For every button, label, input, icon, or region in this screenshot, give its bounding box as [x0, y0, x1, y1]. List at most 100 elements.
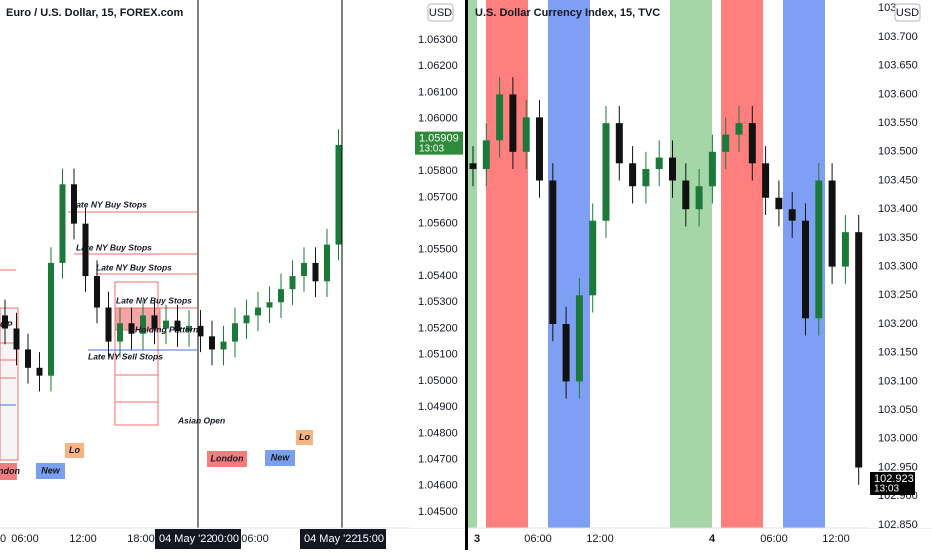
currency-box: [427, 3, 454, 22]
x-tick-label: 06:00: [524, 533, 552, 545]
session-box: [296, 430, 313, 445]
candle-body: [13, 328, 20, 350]
candle-body: [117, 323, 123, 342]
y-tick-label: 1.05100: [418, 349, 458, 361]
band: [486, 0, 528, 528]
y-tick-label: 103.550: [878, 117, 918, 129]
candle-body: [788, 209, 796, 221]
candle-body: [735, 123, 743, 135]
candle-body: [335, 144, 342, 245]
x-tick-label: 06:00: [760, 533, 788, 545]
y-tick-label: 103.150: [878, 347, 918, 359]
candle-body: [186, 325, 192, 332]
candle-body: [629, 163, 637, 187]
x-tick-label: 06:00: [241, 533, 269, 545]
x-tick-label: 12:00: [69, 533, 97, 545]
candle-body: [209, 336, 215, 350]
candle-body: [220, 341, 227, 350]
y-tick-label: 1.05800: [418, 165, 458, 177]
candle-body: [802, 220, 809, 319]
candle-body: [82, 223, 89, 277]
time-tag-date: 04 May '22: [304, 533, 357, 545]
candle-body: [655, 157, 663, 170]
candle-body: [174, 320, 181, 332]
y-tick-label: 1.05600: [418, 218, 458, 230]
candle-body: [301, 262, 307, 277]
candle-body: [722, 134, 730, 152]
y-tick-label: 1.05700: [418, 191, 458, 203]
candle-body: [324, 244, 330, 282]
x-tick-label: 4: [709, 533, 716, 545]
candle-body: [562, 324, 570, 382]
candle-body: [602, 123, 610, 221]
candle-body: [59, 184, 66, 263]
annotation: Holding Pattern: [135, 324, 198, 334]
candle-body: [140, 315, 146, 334]
chart-title: U.S. Dollar Currency Index, 15, TVC: [475, 7, 660, 19]
session-box: [36, 463, 65, 479]
session-label: London: [0, 466, 20, 476]
x-tick-label: 0: [0, 533, 6, 545]
y-tick-label: 103.450: [878, 174, 918, 186]
y-tick-label: 103.350: [878, 232, 918, 244]
candle-body: [36, 367, 43, 376]
candle-body: [695, 186, 703, 210]
candle-body: [94, 276, 100, 308]
session-label: New: [271, 452, 291, 462]
candle-body: [289, 276, 296, 290]
y-tick-label: 103.100: [878, 375, 918, 387]
session-box: [65, 443, 84, 458]
band: [721, 0, 763, 528]
price-tag-time: 13:03: [419, 143, 444, 154]
candle-body: [197, 325, 204, 337]
x-tick-label: 12:00: [822, 533, 850, 545]
y-tick-label: 103.250: [878, 289, 918, 301]
currency: USD: [429, 7, 452, 19]
session-label: New: [41, 465, 61, 475]
session-bands: [467, 0, 825, 528]
y-tick-label: 103.700: [878, 31, 918, 43]
candle-body: [105, 307, 112, 342]
candle-body: [2, 315, 8, 329]
session-box: [0, 463, 17, 480]
y-tick-label: 102.950: [878, 461, 918, 473]
y-tick-label: 103.400: [878, 203, 918, 215]
annotation: Late NY Buy Stops: [116, 295, 192, 305]
candle-body: [589, 220, 597, 296]
x-tick-label: 18:00: [127, 533, 155, 545]
candle-body: [266, 302, 273, 308]
y-tick-label: 1.04800: [418, 427, 458, 439]
y-tick-label: 1.06100: [418, 86, 458, 98]
band: [467, 0, 477, 528]
candle-body: [151, 315, 158, 329]
candle-body: [549, 180, 557, 325]
y-tick-label: 1.05200: [418, 322, 458, 334]
y-tick-label: 1.04600: [418, 480, 458, 492]
price-tag-value: 102.923: [874, 473, 914, 485]
annotation: Asian Open: [177, 415, 225, 425]
y-tick-label: 1.04700: [418, 453, 458, 465]
annotation: Late NY Sell Stops: [88, 351, 163, 361]
candle-body: [841, 232, 849, 267]
candle-body: [815, 180, 823, 319]
price-axis: [868, 0, 932, 528]
session-box: [265, 450, 295, 466]
session-box: [207, 451, 247, 467]
session-label: Lo: [299, 432, 310, 442]
band: [670, 0, 712, 528]
y-tick-label: 103.600: [878, 88, 918, 100]
price-tag: [870, 472, 915, 496]
y-tick-label: 103.050: [878, 404, 918, 416]
time-tag-time: 00:00: [211, 533, 239, 545]
candle-body: [496, 94, 504, 141]
currency-box: [894, 3, 921, 22]
price-tag-time: 13:03: [874, 484, 899, 495]
candle-body: [48, 262, 54, 376]
candle-body: [762, 163, 770, 198]
box: [114, 281, 159, 426]
candle-body: [163, 320, 169, 329]
y-tick-label: 1.06300: [418, 34, 458, 46]
y-tick-label: 1.04900: [418, 401, 458, 413]
candle-body: [71, 184, 77, 224]
